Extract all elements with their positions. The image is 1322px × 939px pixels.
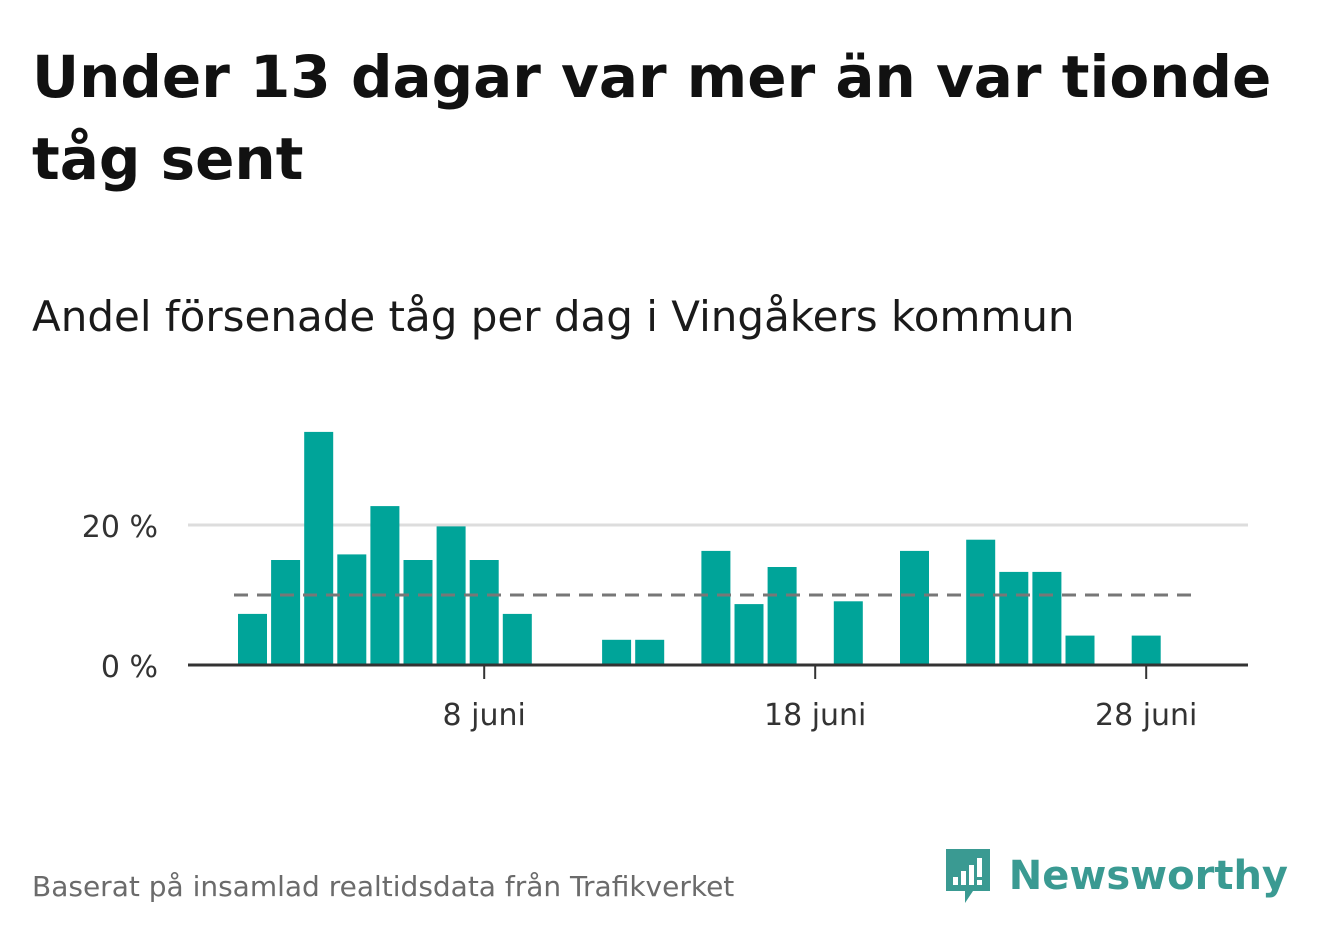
bar	[469, 560, 499, 665]
bar	[900, 550, 929, 665]
x-tick-label: 28 juni	[1095, 698, 1197, 733]
bar	[1032, 571, 1062, 665]
y-tick-label: 20 %	[82, 510, 158, 545]
bar	[238, 613, 267, 665]
bar	[635, 639, 665, 665]
bar	[1065, 635, 1095, 665]
bar	[403, 560, 433, 665]
chart-subtitle: Andel försenade tåg per dag i Vingåkers …	[32, 292, 1075, 341]
x-tick-label: 8 juni	[443, 698, 526, 733]
bar	[1131, 635, 1161, 665]
brand-name: Newsworthy	[1008, 853, 1288, 899]
bar	[999, 571, 1029, 665]
source-note: Baserat på insamlad realtidsdata från Tr…	[32, 870, 735, 903]
bar	[966, 539, 996, 665]
bar	[833, 601, 863, 665]
bar	[271, 560, 301, 665]
bar	[734, 604, 764, 665]
x-tick-label: 18 juni	[764, 698, 866, 733]
bar	[602, 639, 632, 665]
chart-title: Under 13 dagar var mer än var tionde tåg…	[32, 43, 1272, 193]
bar	[304, 431, 334, 665]
y-tick-label: 0 %	[101, 650, 158, 685]
x-axis-ticks: 8 juni 18 juni 28 juni	[443, 665, 1197, 733]
bar	[337, 554, 367, 665]
y-axis-ticks: 0 % 20 %	[82, 510, 158, 685]
newsworthy-logo-icon	[945, 849, 990, 903]
bar	[502, 613, 532, 665]
bar-chart: 0 % 20 % 8 juni 18 juni 28 juni	[82, 431, 1248, 733]
bar	[370, 506, 400, 665]
brand-logo: Newsworthy	[943, 846, 1288, 906]
bar	[701, 550, 731, 665]
bars	[238, 431, 1161, 665]
bar	[767, 567, 797, 665]
